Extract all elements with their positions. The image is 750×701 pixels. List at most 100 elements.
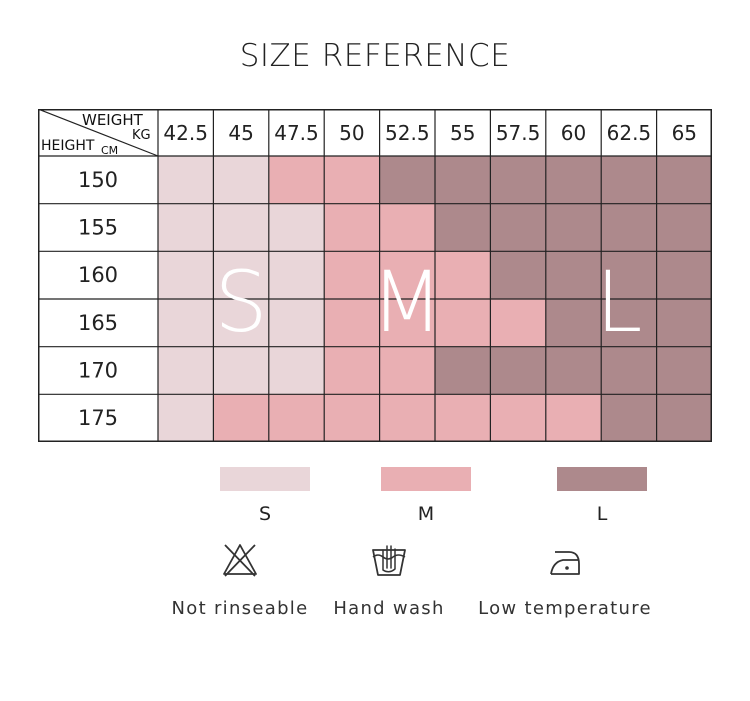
height-label: HEIGHT (41, 138, 95, 154)
size-cell-s (158, 251, 214, 299)
size-cell-s (158, 346, 214, 395)
weight-unit: KG (132, 128, 151, 143)
weight-header: 60 (561, 121, 586, 145)
size-cell-m (435, 299, 491, 347)
size-cell-m (379, 251, 435, 299)
weight-header: 45 (228, 121, 253, 145)
size-cell-l (435, 346, 491, 395)
weight-header: 55 (450, 121, 475, 145)
size-cell-m (324, 156, 380, 204)
size-cell-l (545, 203, 602, 252)
care-label: Hand wash (333, 598, 445, 619)
size-cell-m (268, 394, 325, 442)
size-cell-m (268, 156, 325, 204)
size-cell-l (379, 156, 435, 204)
size-cell-l (656, 299, 712, 347)
size-cells (158, 156, 712, 442)
size-cell-l (601, 203, 657, 252)
height-header: 155 (78, 216, 118, 240)
size-cell-s (213, 299, 269, 347)
page-title: SIZE REFERENCE (239, 38, 511, 74)
size-cell-l (601, 346, 657, 395)
size-cell-m (490, 394, 546, 442)
size-cell-s (213, 156, 269, 204)
height-header: 165 (78, 311, 118, 335)
size-cell-m (324, 394, 380, 442)
weight-header: 47.5 (274, 121, 319, 145)
size-cell-m (324, 299, 380, 347)
height-unit: CM (101, 144, 118, 157)
size-cell-l (545, 251, 602, 299)
weight-label: WEIGHT (82, 111, 144, 129)
size-cell-s (158, 394, 214, 442)
table-corner: WEIGHT KG HEIGHT CM (38, 109, 159, 157)
height-headers: 150 155 160 165 170 175 (78, 168, 118, 430)
size-cell-l (490, 346, 546, 395)
care-label: Low temperature (478, 598, 652, 619)
table-border (38, 109, 712, 442)
weight-header: 62.5 (607, 121, 652, 145)
size-cell-s (158, 203, 214, 252)
low-temperature-iron-icon (550, 551, 580, 575)
care-not-rinseable: Not rinseable (140, 540, 340, 619)
legend-swatch-s (220, 467, 310, 491)
size-letters: S M L (214, 253, 642, 351)
size-cell-s (268, 203, 325, 252)
size-cell-l (601, 394, 657, 442)
legend-label-l: L (596, 503, 608, 525)
care-hand-wash: Hand wash (289, 540, 489, 619)
weight-headers: 42.5 45 47.5 50 52.5 55 57.5 60 62.5 65 (163, 121, 697, 145)
size-letter-l: L (596, 253, 643, 351)
size-cell-l (656, 394, 712, 442)
size-cell-s (268, 251, 325, 299)
height-header: 150 (78, 168, 118, 192)
size-letter-s: S (214, 253, 267, 351)
size-cell-m (324, 203, 380, 252)
care-low-temperature: Low temperature (465, 540, 665, 619)
size-cell-l (601, 156, 657, 204)
size-cell-m (435, 251, 491, 299)
care-label: Not rinseable (171, 598, 309, 619)
size-cell-s (268, 346, 325, 395)
size-cell-l (545, 156, 602, 204)
size-table: WEIGHT KG HEIGHT CM 42.5 45 47.5 50 52.5 55 57… (38, 109, 712, 442)
size-cell-s (268, 299, 325, 347)
size-cell-l (601, 251, 657, 299)
legend-label-m: M (417, 503, 435, 525)
legend-swatch-m (381, 467, 471, 491)
size-cell-l (545, 299, 602, 347)
size-cell-s (158, 299, 214, 347)
weight-header: 42.5 (163, 121, 208, 145)
size-cell-l (545, 346, 602, 395)
not-rinseable-icon (223, 544, 257, 577)
table-gridlines (38, 109, 712, 442)
size-cell-l (656, 346, 712, 395)
height-header: 170 (78, 359, 118, 383)
size-cell-l (435, 203, 491, 252)
size-cell-l (656, 156, 712, 204)
size-cell-l (490, 156, 546, 204)
weight-header: 65 (672, 121, 697, 145)
size-cell-l (656, 251, 712, 299)
size-cell-m (213, 394, 269, 442)
weight-header: 57.5 (496, 121, 541, 145)
hand-wash-icon (372, 545, 406, 576)
size-cell-m (379, 346, 435, 395)
weight-header: 50 (339, 121, 364, 145)
size-cell-m (490, 299, 546, 347)
size-letter-m: M (371, 253, 443, 351)
size-cell-m (545, 394, 602, 442)
legend-label-s: S (258, 503, 272, 525)
weight-header: 52.5 (385, 121, 430, 145)
size-cell-m (324, 251, 380, 299)
size-cell-s (213, 346, 269, 395)
size-cell-m (324, 346, 380, 395)
size-cell-l (490, 251, 546, 299)
size-cell-m (379, 203, 435, 252)
height-header: 160 (78, 263, 118, 287)
size-cell-l (490, 203, 546, 252)
size-cell-l (435, 156, 491, 204)
legend-swatch-l (557, 467, 647, 491)
size-cell-m (379, 394, 435, 442)
size-cell-l (656, 203, 712, 252)
